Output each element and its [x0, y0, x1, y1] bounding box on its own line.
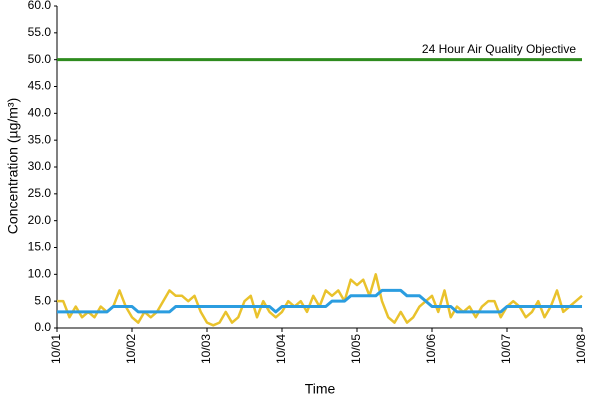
series-line [57, 288, 582, 314]
y-tick-label: 35.0 [28, 132, 52, 146]
y-tick-label: 15.0 [28, 240, 52, 254]
x-tick-label: 10/08 [574, 334, 588, 364]
y-tick-label: 0.0 [34, 320, 51, 334]
x-tick-label: 10/07 [499, 334, 513, 364]
series-line [57, 273, 583, 327]
y-tick-label: 20.0 [28, 213, 52, 227]
y-tick-label: 50.0 [28, 52, 52, 66]
y-tick-label: 25.0 [28, 186, 52, 200]
y-tick-label: 55.0 [28, 25, 52, 39]
y-tick-label: 60.0 [28, 0, 52, 12]
x-tick-label: 10/03 [199, 334, 213, 364]
y-tick-label: 40.0 [28, 106, 52, 120]
x-tick-label: 10/01 [49, 334, 63, 364]
y-tick-label: 45.0 [28, 79, 52, 93]
x-tick-label: 10/04 [274, 334, 288, 364]
objective-label: 24 Hour Air Quality Objective [422, 42, 576, 56]
y-axis-label: Concentration (µg/m³) [5, 98, 21, 234]
x-axis-label: Time [305, 381, 336, 397]
x-tick-label: 10/05 [349, 334, 363, 364]
y-tick-label: 5.0 [34, 293, 51, 307]
y-tick-label: 10.0 [28, 267, 52, 281]
y-tick-label: 30.0 [28, 159, 52, 173]
x-tick-label: 10/02 [124, 334, 138, 364]
x-tick-label: 10/06 [424, 334, 438, 364]
